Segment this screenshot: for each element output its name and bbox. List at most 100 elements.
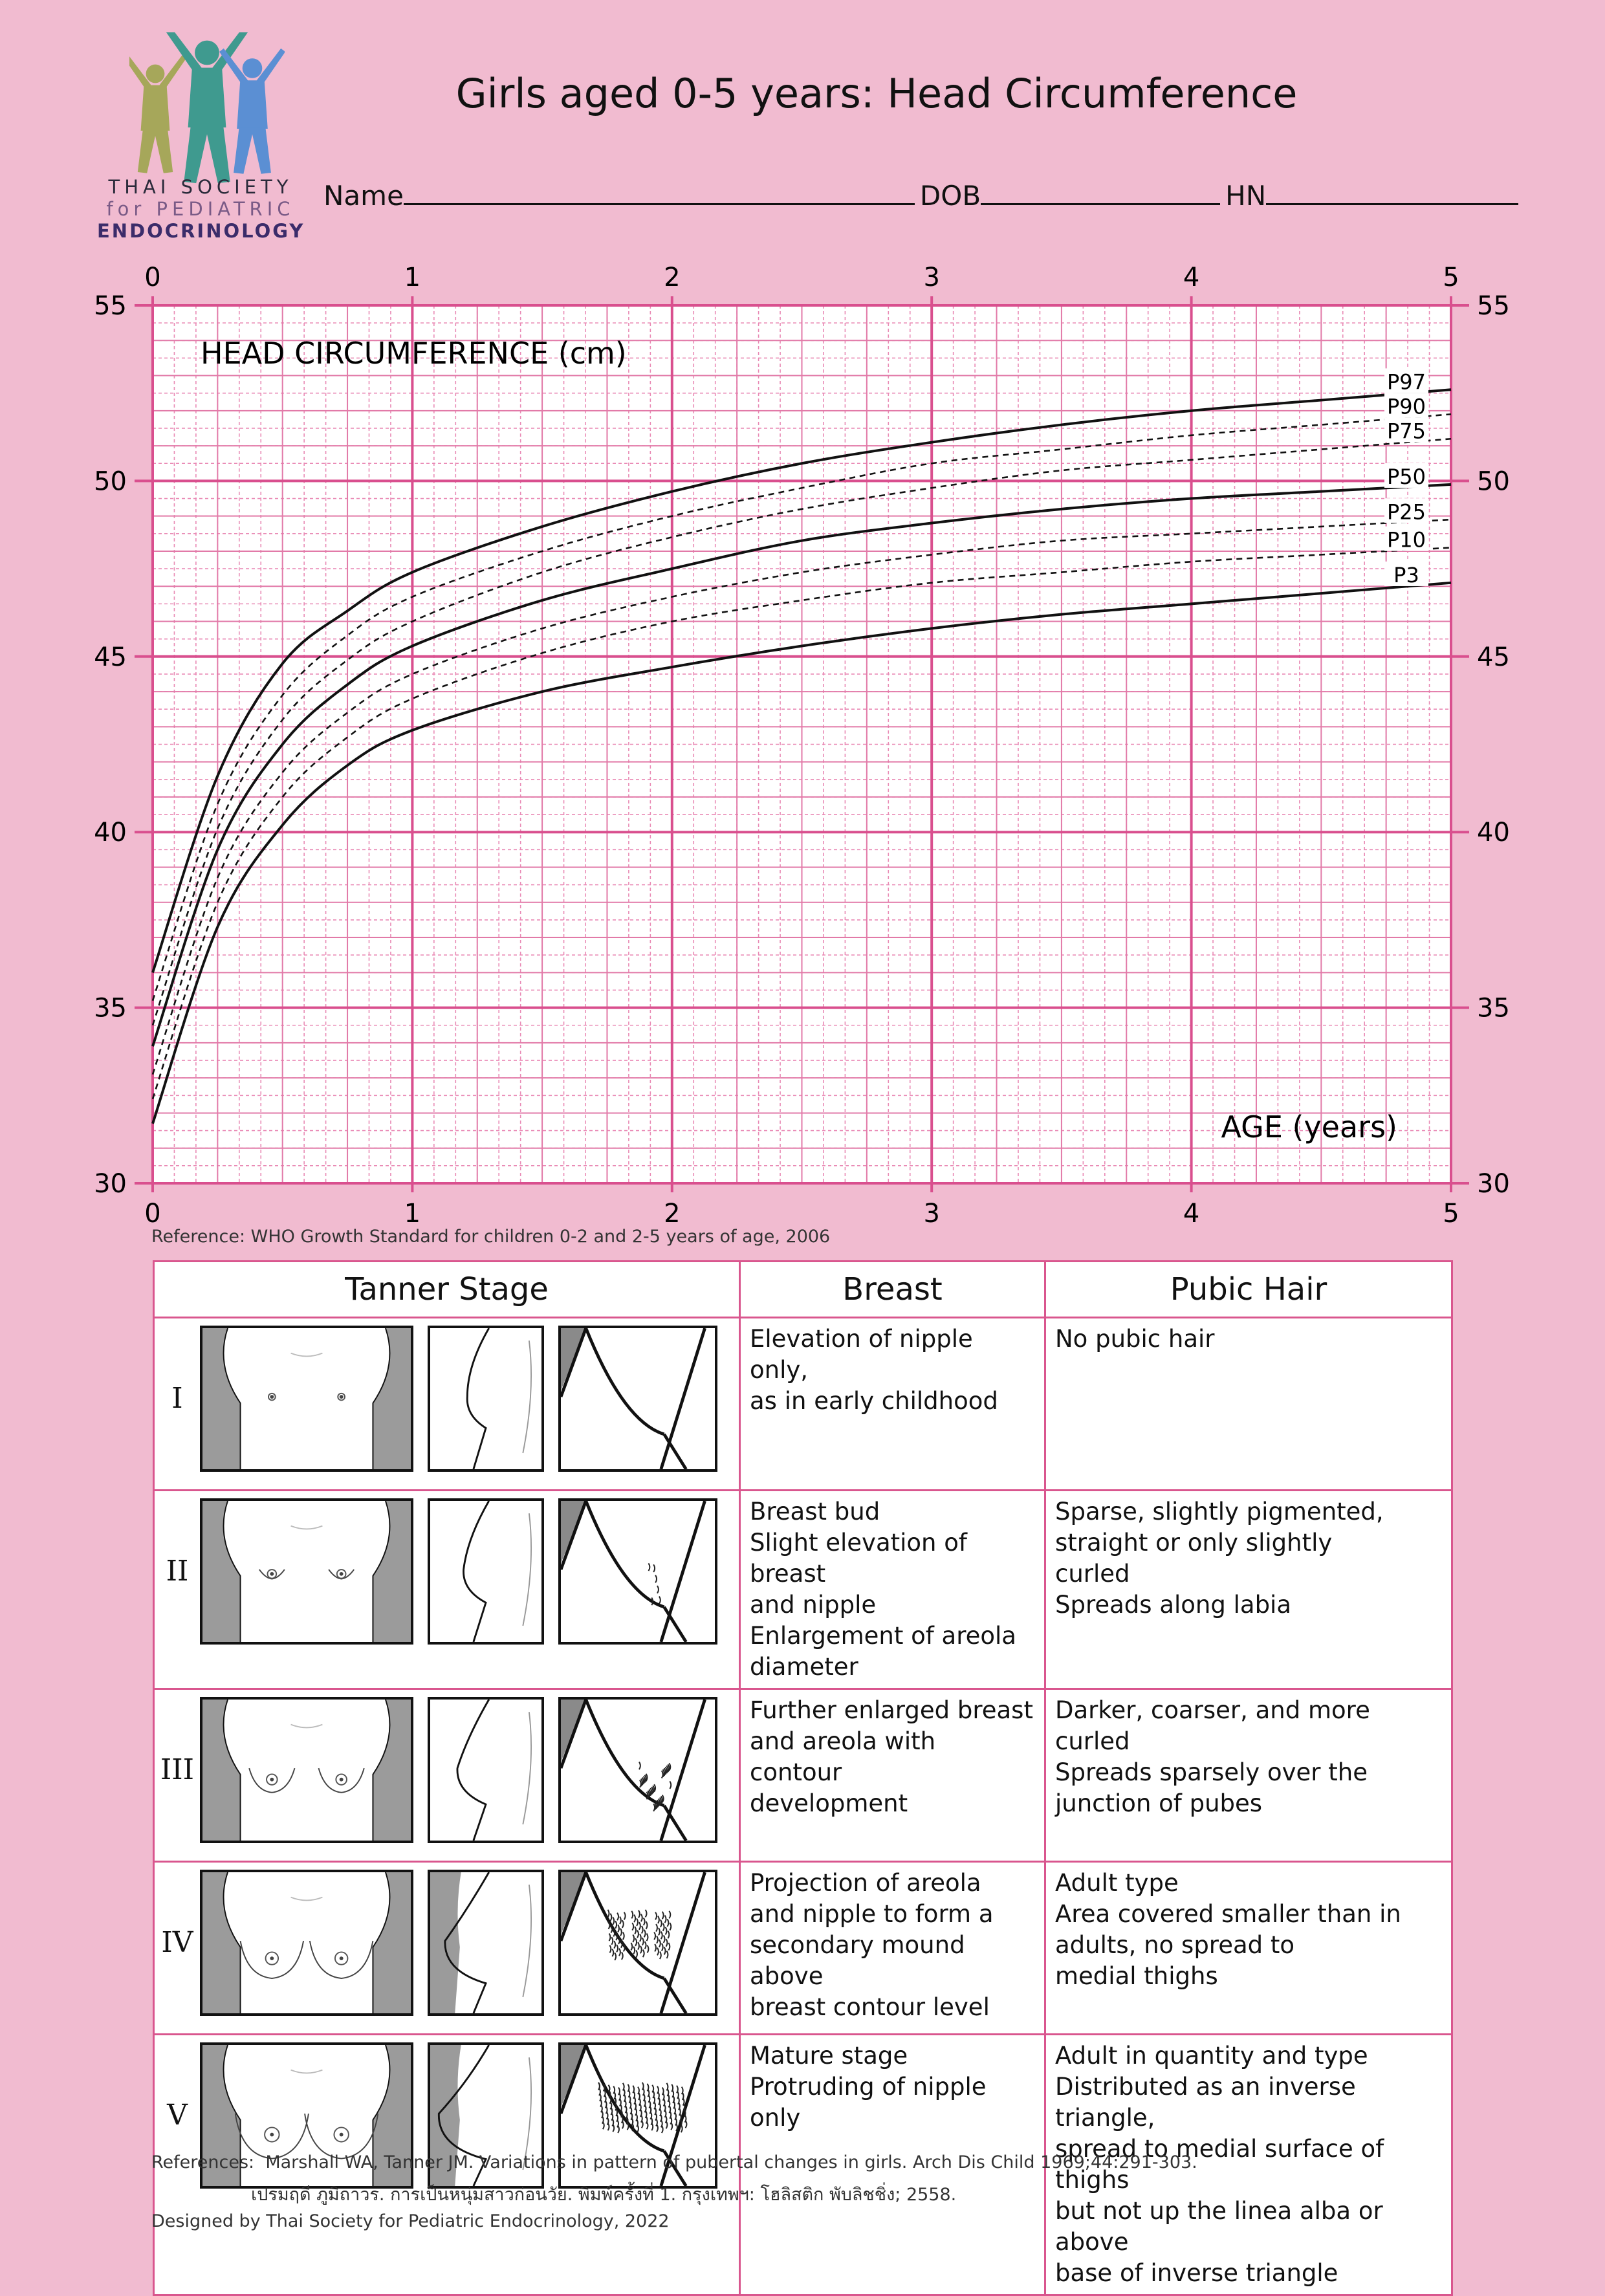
- series-label-bg: [1384, 393, 1428, 418]
- pubic-hair-description-line: but not up the linea alba or above: [1055, 2197, 1383, 2256]
- logo-figure-1: [129, 55, 187, 173]
- series-label-p10: P10: [1387, 528, 1426, 552]
- series-label-p75: P75: [1387, 419, 1426, 443]
- series-line-p97: [151, 388, 1452, 973]
- series-label-bg: [1384, 368, 1428, 393]
- series-label-bg: [1384, 498, 1428, 523]
- pubic-hair-description-line: Adult type: [1055, 1869, 1179, 1897]
- y-axis-label: HEAD CIRCUMFERENCE (cm): [201, 336, 627, 371]
- pubic-hair-description-line: Distributed as an inverse triangle,: [1055, 2073, 1356, 2132]
- breast-description-line: and nipple to form a: [750, 1900, 994, 1928]
- breast-description-line: and nipple: [750, 1591, 877, 1619]
- y-tick-label-left: 45: [94, 642, 127, 672]
- x-tick-label-top: 5: [1443, 263, 1459, 292]
- name-field[interactable]: [403, 180, 915, 205]
- pubic-hair-description: No pubic hair: [1044, 1317, 1453, 1491]
- pubic-hair-description-line: curled: [1055, 1560, 1130, 1588]
- pubic-hair-description-line: Adult in quantity and type: [1055, 2042, 1368, 2070]
- series-label-bg: [1384, 526, 1428, 551]
- breast-description: Elevation of nipple only, as in early chi…: [739, 1317, 1046, 1491]
- x-tick-label-bottom: 3: [923, 1199, 939, 1229]
- series-line-p10: [151, 547, 1452, 1100]
- series-label-bg: [1384, 463, 1428, 488]
- header-pubic-hair: Pubic Hair: [1044, 1260, 1453, 1318]
- pubic-hair-description: Sparse, slightly pigmented, straight or o…: [1044, 1489, 1453, 1690]
- breast-description: Projection of areola and nipple to form a…: [739, 1861, 1046, 2035]
- pubic-hair-illustration: [558, 1326, 717, 1472]
- series-line-p50: [151, 483, 1452, 1047]
- series-line-p75: [151, 437, 1452, 1026]
- x-tick-label-bottom: 5: [1443, 1199, 1459, 1229]
- breast-front-illustration: [200, 1326, 413, 1472]
- x-tick-label-top: 3: [923, 263, 939, 292]
- pubic-hair-description-line: Spreads along labia: [1055, 1591, 1292, 1619]
- stage-numeral: I: [171, 1382, 183, 1415]
- tanner-row-i: I Elevation of nipple only, as in early c…: [153, 1317, 1453, 1491]
- pubic-hair-description-line: spread to medial surface of thighs: [1055, 2135, 1384, 2194]
- tanner-row-v: V Mature stage Protruding of nipple only Ad…: [153, 2033, 1453, 2296]
- x-tick-label-top: 1: [404, 263, 420, 292]
- series-label-bg: [1384, 417, 1428, 443]
- hn-field[interactable]: [1266, 180, 1519, 205]
- tanner-stage-cell: II: [153, 1489, 741, 1690]
- tanner-stage-table: Tanner Stage Breast Pubic Hair I Elevati…: [153, 1260, 1453, 2296]
- references-label: References:: [151, 2152, 255, 2172]
- pubic-hair-description-line: Sparse, slightly pigmented,: [1055, 1498, 1384, 1525]
- logo-line-3: ENDOCRINOLOGY: [97, 220, 305, 242]
- pubic-hair-description-line: junction of pubes: [1055, 1789, 1263, 1817]
- x-tick-label-top: 0: [144, 263, 160, 292]
- breast-description-line: development: [750, 1789, 908, 1817]
- breast-side-illustration: [428, 1697, 544, 1843]
- logo-figure-3: [219, 48, 285, 174]
- tanner-stage-cell: IV: [153, 1861, 741, 2035]
- y-tick-label-left: 50: [94, 466, 127, 496]
- y-tick-label-left: 30: [94, 1169, 127, 1199]
- breast-front-illustration: [200, 1498, 413, 1645]
- chart-reference: Reference: WHO Growth Standard for child…: [151, 1227, 831, 1247]
- breast-front-illustration: [200, 2042, 413, 2189]
- series-line-p3: [151, 581, 1452, 1124]
- stage-numeral: V: [167, 2099, 188, 2132]
- page-title: Girls aged 0-5 years: Head Circumference: [455, 70, 1298, 117]
- series-label-p50: P50: [1387, 465, 1426, 489]
- stage-numeral: IV: [161, 1926, 193, 1959]
- y-tick-label-left: 55: [94, 291, 127, 321]
- breast-description-line: Breast bud: [750, 1498, 880, 1525]
- series-label-p97: P97: [1387, 369, 1426, 394]
- y-tick-label-right: 45: [1477, 642, 1510, 672]
- pubic-hair-description: Adult type Area covered smaller than in ad…: [1044, 1861, 1453, 2035]
- breast-description-line: as in early childhood: [750, 1387, 998, 1415]
- breast-description: Breast bud Slight elevation of breast and …: [739, 1489, 1046, 1690]
- y-tick-label-right: 50: [1477, 466, 1510, 496]
- x-tick-label-bottom: 0: [144, 1199, 160, 1229]
- tanner-row-iv: IV Projection of areola and nipple to for…: [153, 1861, 1453, 2035]
- pubic-hair-illustration: [558, 1498, 717, 1645]
- tanner-row-ii: II Breast bud Slight elevation of breast a…: [153, 1489, 1453, 1690]
- pubic-hair-illustration: [558, 2042, 717, 2189]
- pubic-hair-description-line: base of inverse triangle: [1055, 2259, 1338, 2287]
- logo-line-1: THAI SOCIETY: [108, 176, 293, 198]
- pubic-hair-description-line: Spreads sparsely over the: [1055, 1758, 1368, 1786]
- pubic-hair-illustration: [558, 1870, 717, 2016]
- breast-description-line: Elevation of nipple only,: [750, 1325, 973, 1384]
- breast-description-line: Projection of areola: [750, 1869, 981, 1897]
- y-tick-label-left: 35: [94, 994, 127, 1023]
- breast-side-illustration: [428, 1498, 544, 1645]
- breast-description-line: diameter: [750, 1653, 858, 1681]
- logo-figures-icon: [129, 32, 285, 184]
- reference-1: Marshall WA, Tanner JM. Variations in pa…: [265, 2152, 1197, 2172]
- reference-2: เปรมฤดี ภูมิถาวร. การเป็นหนุ่มสาวก่อนวัย…: [251, 2185, 957, 2205]
- dob-field[interactable]: [981, 180, 1221, 205]
- series-label-p25: P25: [1387, 499, 1426, 524]
- hn-label: HN: [1225, 180, 1267, 212]
- breast-description-line: secondary mound above: [750, 1931, 965, 1990]
- breast-description-line: Mature stage: [750, 2042, 908, 2070]
- breast-description-line: and areola with contour: [750, 1727, 936, 1786]
- x-tick-label-bottom: 4: [1183, 1199, 1199, 1229]
- pubic-hair-description-line: adults, no spread to: [1055, 1931, 1295, 1959]
- breast-side-illustration: [428, 1326, 544, 1472]
- breast-description-line: Enlargement of areola: [750, 1622, 1016, 1650]
- stage-numeral: III: [160, 1753, 195, 1786]
- breast-front-illustration: [200, 1870, 413, 2016]
- pubic-hair-description-line: straight or only slightly: [1055, 1529, 1333, 1557]
